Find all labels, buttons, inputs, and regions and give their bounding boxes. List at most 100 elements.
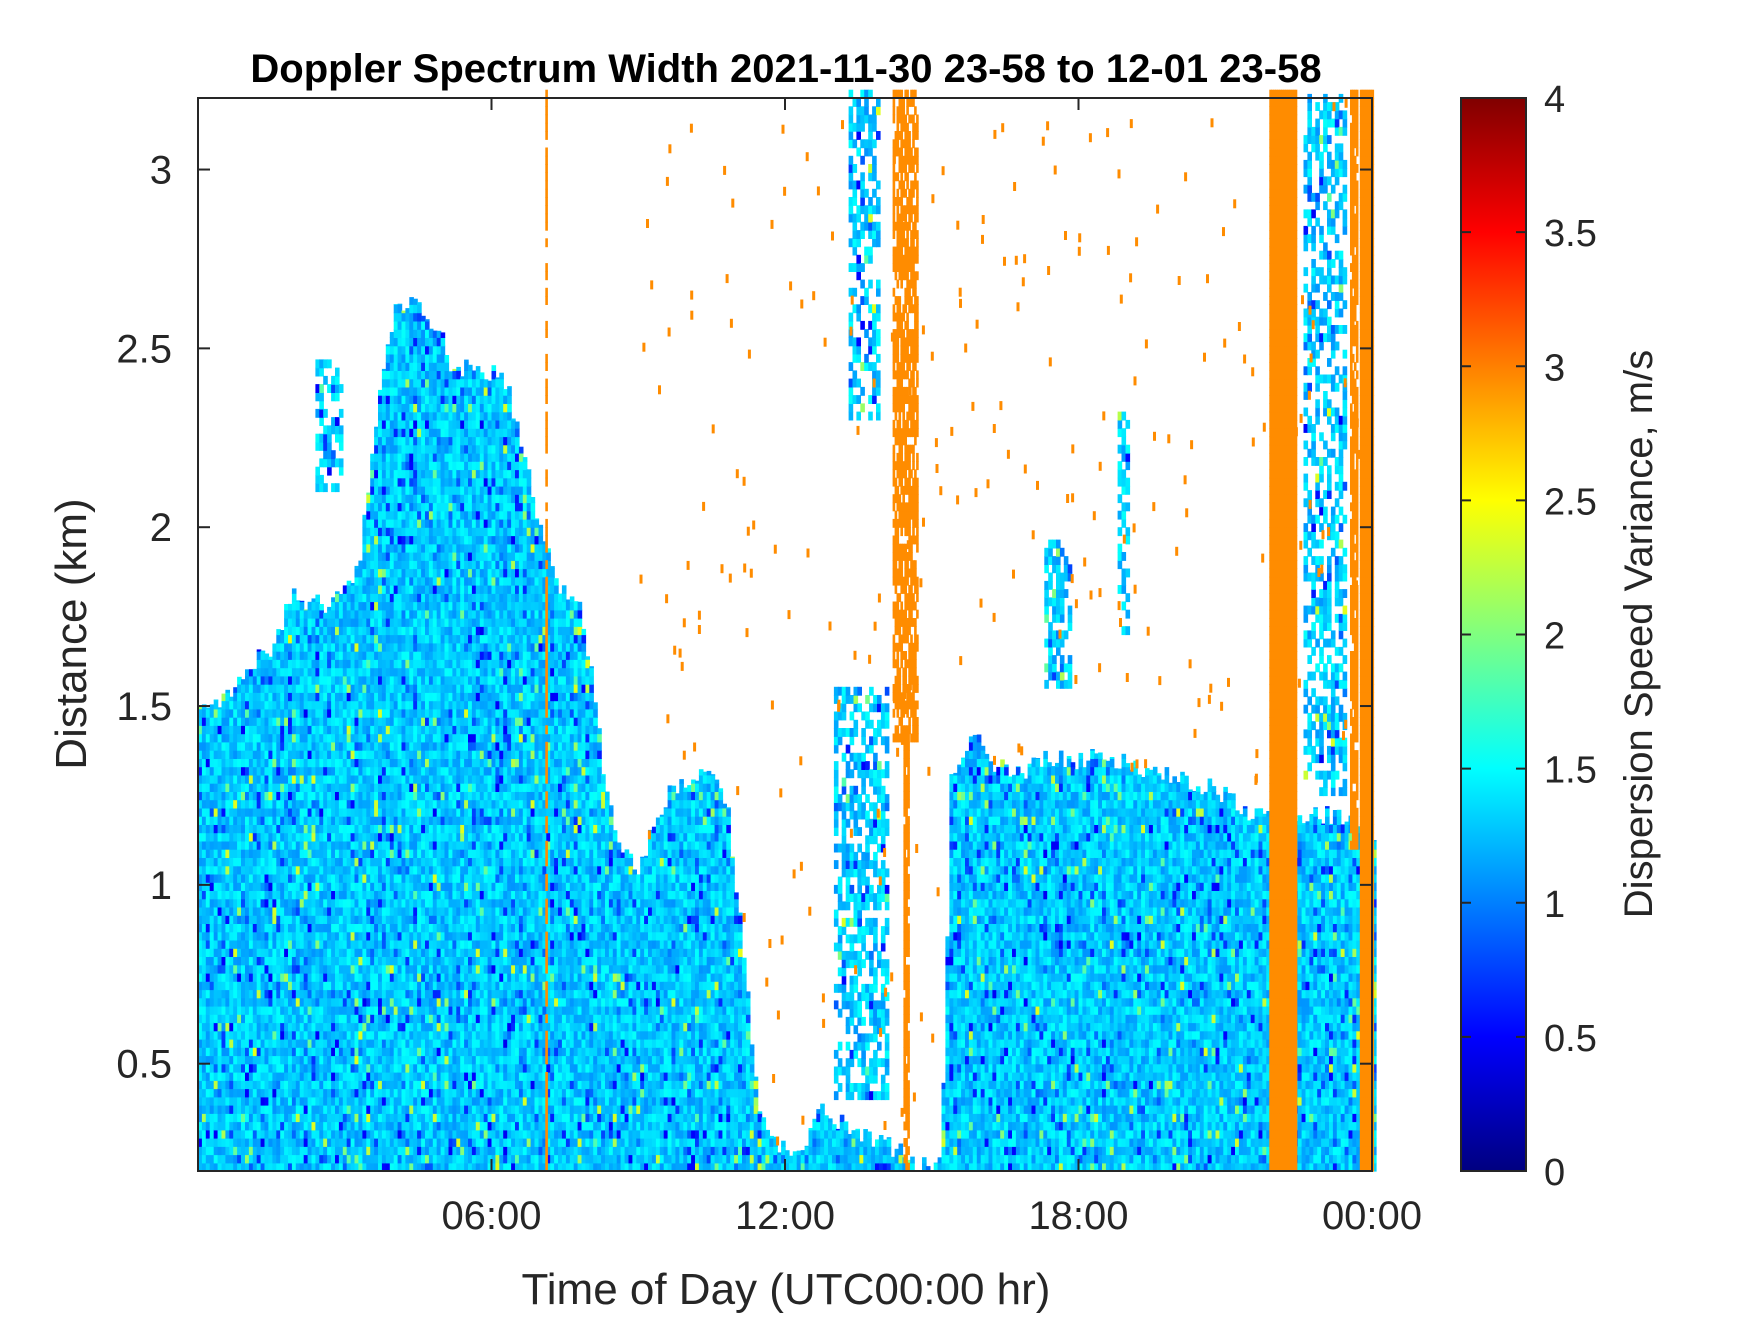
heatmap-cell: [205, 832, 211, 842]
heatmap-cell: [381, 510, 387, 520]
heatmap-cell: [385, 989, 391, 999]
heatmap-cell: [366, 494, 371, 504]
heatmap-cell: [432, 791, 438, 801]
heatmap-cell: [198, 948, 203, 957]
heatmap-cell: [370, 799, 375, 809]
heatmap-cell: [225, 791, 230, 801]
heatmap-cell: [241, 849, 246, 858]
heatmap-cell: [307, 626, 313, 636]
heatmap-cell: [389, 741, 395, 751]
heatmap-cell: [397, 303, 403, 305]
heatmap-cell: [335, 618, 340, 627]
heatmap-cell: [241, 882, 246, 891]
heatmap-cell: [264, 1129, 270, 1139]
heatmap-cell: [440, 395, 446, 404]
heatmap-cell: [417, 684, 422, 693]
heatmap-cell: [331, 766, 336, 776]
heatmap-cell: [425, 1146, 430, 1156]
heatmap-cell: [198, 807, 203, 817]
heatmap-cell: [205, 783, 211, 792]
heatmap-cell: [425, 725, 430, 735]
heatmap-cell: [245, 898, 250, 908]
heatmap-cell: [354, 1005, 360, 1015]
heatmap-cell: [233, 750, 238, 759]
heatmap-cell: [413, 989, 418, 999]
heatmap-cell: [280, 634, 285, 644]
heatmap-cell: [288, 981, 293, 991]
heatmap-cell: [221, 1162, 227, 1172]
heatmap-cell: [389, 1146, 395, 1156]
heatmap-cell: [425, 750, 430, 759]
heatmap-cell: [389, 1063, 395, 1073]
heatmap-cell: [381, 601, 387, 611]
heatmap-cell: [288, 609, 293, 619]
heatmap-cell: [444, 403, 450, 413]
heatmap-cell: [436, 1063, 442, 1073]
heatmap-cell: [311, 1055, 317, 1065]
heatmap-cell: [315, 667, 320, 677]
heatmap-cell: [366, 700, 371, 710]
heatmap-cell: [428, 708, 434, 718]
heatmap-cell: [428, 906, 434, 916]
heatmap-cell: [237, 989, 242, 999]
heatmap-cell: [209, 1129, 215, 1139]
heatmap-cell: [378, 1154, 383, 1164]
heatmap-cell: [248, 832, 254, 842]
heatmap-cell: [201, 725, 207, 735]
heatmap-cell: [201, 923, 207, 933]
heatmap-cell: [245, 816, 250, 825]
heatmap-cell: [276, 948, 281, 957]
heatmap-cell: [280, 1129, 285, 1139]
heatmap-cell: [268, 1138, 273, 1147]
heatmap-cell: [417, 857, 422, 867]
heatmap-cell: [389, 560, 395, 570]
heatmap-cell: [425, 981, 430, 991]
heatmap-cell: [307, 906, 313, 916]
heatmap-cell: [354, 824, 360, 834]
heatmap-cell: [428, 931, 434, 941]
heatmap-cell: [409, 725, 414, 735]
heatmap-cell: [319, 1121, 324, 1131]
heatmap-cell: [413, 700, 418, 710]
heatmap-cell: [421, 1080, 426, 1090]
heatmap-cell: [381, 1005, 387, 1015]
heatmap-cell: [327, 758, 332, 768]
heatmap-cell: [284, 708, 289, 718]
heatmap-cell: [421, 485, 426, 495]
heatmap-cell: [280, 733, 285, 743]
heatmap-cell: [350, 750, 356, 759]
heatmap-cell: [440, 436, 446, 446]
heatmap-cell: [315, 659, 320, 669]
heatmap-cell: [346, 997, 352, 1007]
heatmap-cell: [401, 849, 407, 858]
heatmap-cell: [405, 618, 410, 627]
heatmap-cell: [280, 1022, 285, 1032]
heatmap-cell: [331, 1080, 336, 1090]
heatmap-cell: [381, 1138, 387, 1147]
heatmap-cell: [370, 783, 375, 792]
heatmap-cell: [225, 964, 230, 974]
heatmap-cell: [374, 799, 379, 809]
heatmap-cell: [272, 840, 277, 850]
heatmap-cell: [288, 989, 293, 999]
heatmap-cell: [401, 708, 407, 718]
heatmap-cell: [413, 931, 418, 941]
heatmap-cell: [374, 948, 379, 957]
heatmap-cell: [233, 832, 238, 842]
heatmap-cell: [288, 1030, 293, 1040]
heatmap-cell: [225, 948, 230, 957]
heatmap-cell: [401, 832, 407, 842]
heatmap-cell: [421, 428, 426, 438]
heatmap-cell: [448, 1129, 454, 1139]
heatmap-cell: [225, 1096, 230, 1106]
heatmap-cell: [440, 411, 446, 421]
heatmap-cell: [409, 989, 414, 999]
heatmap-cell: [229, 758, 234, 768]
heatmap-cell: [397, 915, 403, 924]
heatmap-cell: [397, 518, 403, 528]
heatmap-cell: [335, 997, 340, 1007]
heatmap-cell: [213, 906, 219, 916]
heatmap-cell: [342, 989, 348, 999]
heatmap-cell: [381, 774, 387, 784]
heatmap-cell: [338, 832, 344, 842]
